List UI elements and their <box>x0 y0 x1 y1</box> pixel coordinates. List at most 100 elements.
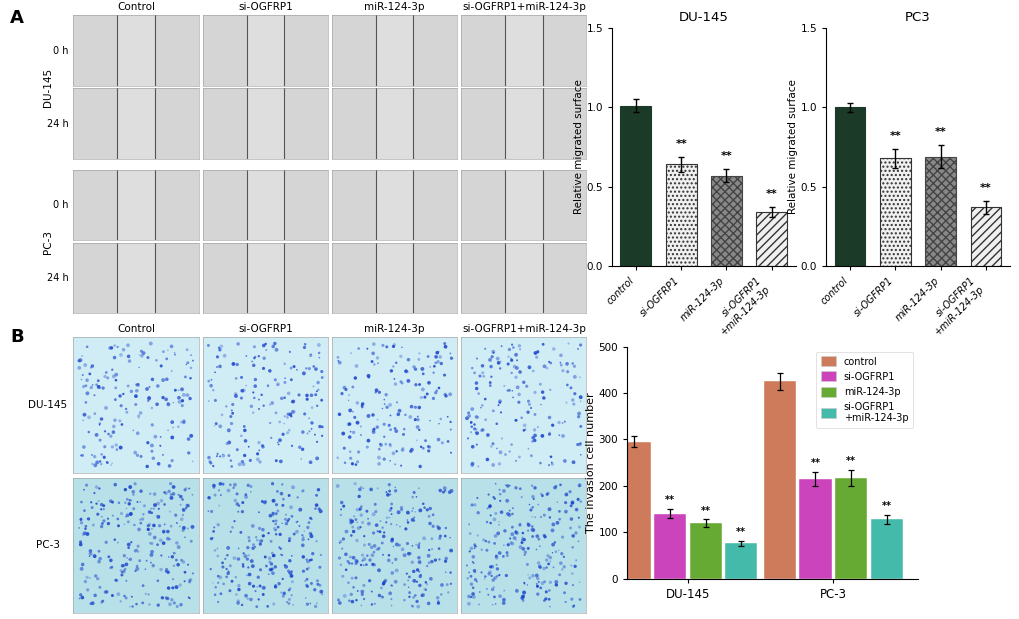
Point <box>490 520 506 530</box>
Point <box>255 530 271 540</box>
Point <box>570 513 586 522</box>
Point <box>308 500 324 510</box>
Point <box>432 414 448 424</box>
Point <box>507 483 524 493</box>
Point <box>75 485 92 495</box>
Point <box>343 597 360 607</box>
Point <box>141 394 157 404</box>
Point <box>233 600 250 610</box>
Point <box>74 560 91 569</box>
Point <box>284 577 301 587</box>
Point <box>283 397 300 407</box>
Point <box>212 479 228 489</box>
Point <box>264 478 280 488</box>
Point <box>85 520 101 530</box>
Point <box>423 534 439 543</box>
Point <box>144 441 160 451</box>
Bar <box>375 243 413 313</box>
Point <box>376 527 392 537</box>
Point <box>85 459 101 469</box>
Point <box>394 544 411 554</box>
Point <box>353 503 369 513</box>
Point <box>466 368 482 378</box>
Point <box>233 431 250 441</box>
Point <box>303 350 319 360</box>
Point <box>474 368 490 378</box>
Point <box>129 545 146 555</box>
Point <box>236 425 253 435</box>
Point <box>283 571 300 581</box>
Point <box>426 361 442 371</box>
Point <box>497 571 514 581</box>
Point <box>312 581 328 591</box>
Point <box>565 395 581 405</box>
Point <box>201 376 217 386</box>
Point <box>383 581 399 591</box>
Point <box>501 481 518 491</box>
Point <box>564 498 580 508</box>
Point <box>91 483 107 493</box>
Point <box>79 585 96 595</box>
Point <box>374 404 390 413</box>
Point <box>466 566 482 576</box>
Point <box>181 593 198 603</box>
Point <box>149 511 165 521</box>
Point <box>460 408 476 418</box>
Point <box>180 448 197 458</box>
Point <box>212 451 228 461</box>
Point <box>467 574 483 584</box>
Point <box>469 576 485 586</box>
Point <box>404 541 420 551</box>
Point <box>165 574 181 584</box>
Point <box>161 461 177 471</box>
Point <box>419 579 435 589</box>
Point <box>348 517 365 527</box>
Point <box>442 545 459 555</box>
Point <box>343 558 360 568</box>
Point <box>551 570 568 580</box>
Point <box>226 480 243 490</box>
Point <box>567 561 583 571</box>
Point <box>225 483 242 493</box>
Point <box>386 423 403 433</box>
Point <box>415 369 431 379</box>
Text: **: ** <box>700 506 710 516</box>
Point <box>230 554 247 564</box>
Point <box>570 495 586 504</box>
Point <box>462 529 478 539</box>
Point <box>276 378 292 387</box>
Point <box>205 461 221 471</box>
Point <box>95 383 111 393</box>
Point <box>410 602 426 612</box>
Point <box>410 540 426 550</box>
Point <box>152 441 168 451</box>
Point <box>222 480 238 490</box>
Point <box>558 358 575 368</box>
Text: PC-3: PC-3 <box>43 230 53 254</box>
Point <box>504 503 521 513</box>
Point <box>332 537 348 547</box>
Point <box>106 371 122 381</box>
Point <box>466 424 482 434</box>
Point <box>513 413 529 423</box>
Point <box>273 394 289 404</box>
Point <box>267 526 283 535</box>
Point <box>529 581 545 591</box>
Point <box>495 381 512 391</box>
Point <box>164 456 180 465</box>
Point <box>110 538 126 548</box>
Point <box>507 415 524 425</box>
Point <box>182 431 199 441</box>
Point <box>461 568 477 578</box>
Point <box>289 493 306 503</box>
Point <box>87 552 103 562</box>
Bar <box>375 89 413 158</box>
Point <box>254 390 270 400</box>
Point <box>276 589 292 599</box>
Point <box>527 483 543 493</box>
Point <box>156 527 172 537</box>
Point <box>85 380 101 390</box>
Point <box>274 500 290 510</box>
Point <box>160 345 176 355</box>
Point <box>213 342 229 352</box>
